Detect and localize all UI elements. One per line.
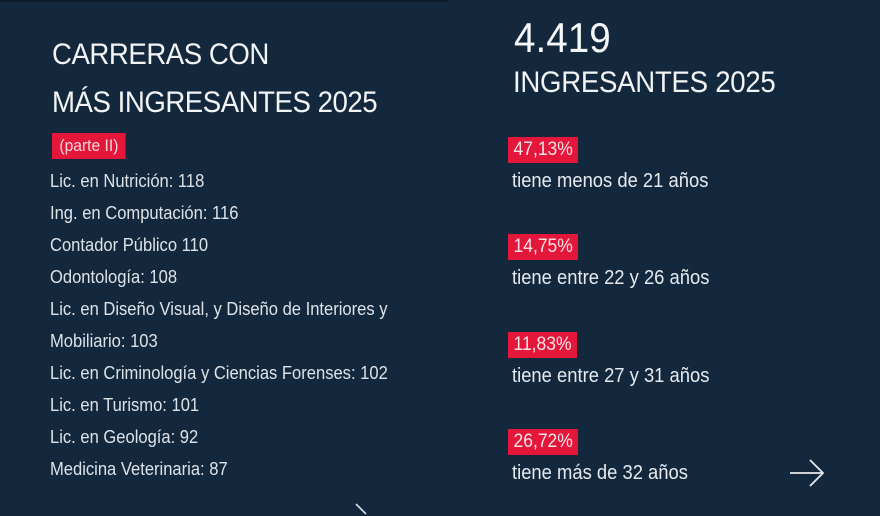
list-item: Lic. en Turismo: 101 bbox=[50, 395, 200, 415]
stat-percent-badge: 11,83% bbox=[508, 332, 578, 358]
title-line-1: CARRERAS CON bbox=[52, 38, 269, 71]
total-count: 4.419 bbox=[514, 14, 611, 61]
list-item: Ing. en Computación: 116 bbox=[50, 203, 239, 223]
list-item: Medicina Veterinaria: 87 bbox=[50, 459, 228, 479]
list-item: Lic. en Nutrición: 118 bbox=[50, 171, 205, 191]
stat-description: tiene más de 32 años bbox=[512, 462, 688, 484]
title-line-2: MÁS INGRESANTES 2025 bbox=[52, 86, 378, 119]
list-item: Odontología: 108 bbox=[50, 267, 178, 287]
stat-description: tiene entre 27 y 31 años bbox=[512, 365, 710, 387]
right-panel: 4.419 INGRESANTES 2025 47,13% tiene meno… bbox=[450, 0, 880, 512]
arrow-right-icon[interactable] bbox=[788, 456, 828, 490]
stat-percent-badge: 26,72% bbox=[508, 429, 579, 455]
list-item: Lic. en Geología: 92 bbox=[50, 427, 199, 447]
stat-description: tiene entre 22 y 26 años bbox=[512, 267, 710, 289]
list-item: Lic. en Diseño Visual, y Diseño de Inter… bbox=[50, 299, 388, 319]
left-panel: CARRERAS CON MÁS INGRESANTES 2025 (parte… bbox=[0, 0, 448, 515]
list-item: Lic. en Criminología y Ciencias Forenses… bbox=[50, 363, 388, 383]
stat-percent-badge: 14,75% bbox=[508, 234, 579, 260]
stat-percent-badge: 47,13% bbox=[508, 137, 579, 163]
arrow-right-icon bbox=[355, 503, 367, 515]
total-label: INGRESANTES 2025 bbox=[513, 66, 776, 99]
part-tag: (parte II) bbox=[52, 133, 126, 159]
list-item: Contador Público 110 bbox=[50, 235, 209, 255]
list-item: Mobiliario: 103 bbox=[50, 331, 158, 351]
stat-description: tiene menos de 21 años bbox=[512, 170, 709, 192]
